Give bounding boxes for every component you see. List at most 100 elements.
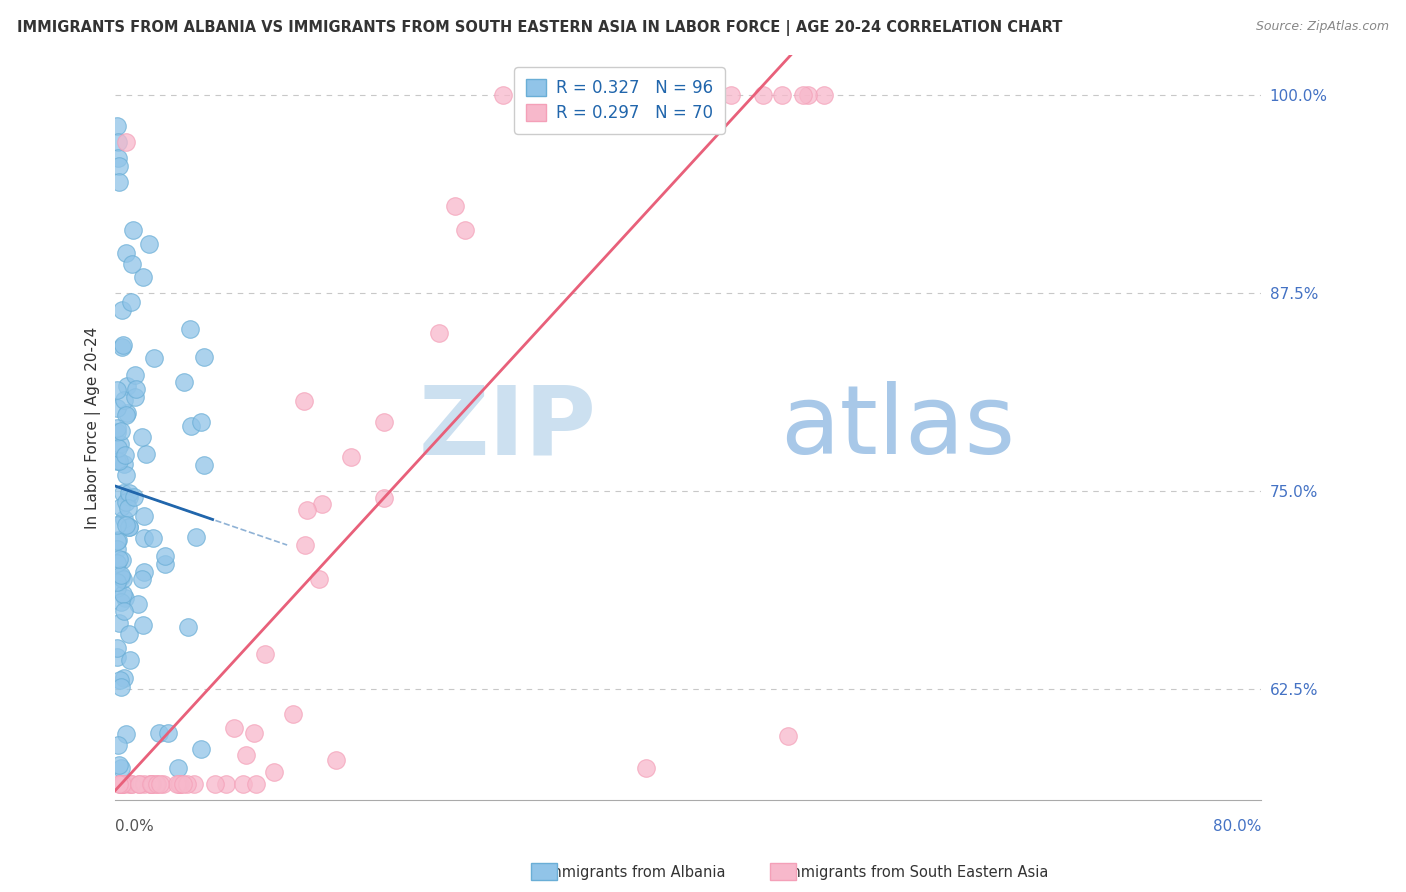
Point [325, 753, 347, 767]
Point [111, 552, 134, 566]
Point [110, 777, 132, 791]
Point [114, 591, 136, 606]
Point [555, 87, 578, 102]
Point [105, 425, 128, 440]
Point [134, 777, 156, 791]
Point [138, 236, 160, 251]
Point [111, 777, 134, 791]
Point [118, 486, 141, 500]
Point [720, 87, 742, 102]
Point [122, 491, 145, 505]
Point [547, 87, 569, 102]
Y-axis label: In Labor Force | Age 20-24: In Labor Force | Age 20-24 [86, 326, 101, 529]
Point [235, 747, 257, 762]
Point [681, 87, 703, 102]
Point [281, 706, 304, 721]
Point [245, 777, 267, 791]
Point [634, 761, 657, 775]
Point [115, 409, 138, 423]
Point [110, 500, 132, 514]
Point [128, 777, 150, 791]
Text: 0.0%: 0.0% [115, 819, 153, 834]
Point [111, 777, 134, 791]
Point [105, 120, 128, 134]
Point [292, 394, 315, 409]
Point [145, 777, 167, 791]
Point [105, 401, 128, 415]
Point [105, 541, 128, 556]
Point [107, 738, 129, 752]
Point [115, 379, 138, 393]
Text: ZIP: ZIP [419, 381, 596, 474]
Point [115, 406, 138, 420]
Text: 80.0%: 80.0% [1213, 819, 1261, 834]
Point [169, 777, 191, 791]
Point [139, 777, 162, 791]
Point [454, 223, 477, 237]
Point [110, 568, 132, 582]
Point [141, 777, 163, 791]
Point [107, 151, 129, 165]
Point [340, 450, 363, 465]
Point [193, 458, 215, 472]
Point [112, 777, 135, 791]
Point [110, 681, 132, 695]
Point [172, 777, 194, 791]
Point [190, 741, 212, 756]
Point [222, 721, 245, 735]
Point [149, 777, 172, 791]
Point [115, 517, 138, 532]
Point [110, 424, 132, 438]
Point [155, 549, 177, 563]
Point [190, 415, 212, 429]
Point [105, 454, 128, 468]
Point [112, 511, 135, 525]
Point [373, 415, 395, 429]
Point [117, 501, 139, 516]
Point [111, 337, 134, 351]
Point [105, 384, 128, 398]
Point [110, 761, 132, 775]
Point [792, 87, 814, 102]
Point [122, 223, 145, 237]
Point [120, 295, 142, 310]
Point [110, 673, 132, 687]
Text: Source: ZipAtlas.com: Source: ZipAtlas.com [1256, 20, 1389, 33]
Point [118, 490, 141, 504]
Point [132, 269, 155, 284]
Point [107, 136, 129, 150]
Point [533, 87, 555, 102]
Point [520, 87, 543, 102]
Point [429, 326, 451, 341]
Point [108, 758, 131, 772]
Point [127, 597, 149, 611]
Point [121, 777, 143, 791]
Point [111, 777, 134, 791]
Point [770, 87, 793, 102]
Text: Immigrants from South Eastern Asia: Immigrants from South Eastern Asia [773, 865, 1049, 880]
Point [118, 653, 141, 667]
Point [120, 777, 142, 791]
Point [443, 199, 465, 213]
Point [112, 672, 135, 686]
Point [105, 640, 128, 655]
Point [111, 340, 134, 354]
Point [112, 572, 135, 586]
Point [110, 595, 132, 609]
Point [124, 390, 146, 404]
Point [115, 495, 138, 509]
Point [308, 572, 330, 586]
Point [215, 777, 238, 791]
Point [138, 777, 160, 791]
Point [115, 136, 138, 150]
Point [105, 421, 128, 435]
Point [110, 777, 132, 791]
Point [263, 764, 285, 779]
Point [114, 467, 136, 482]
Point [107, 533, 129, 548]
Point [111, 485, 134, 500]
Point [132, 617, 155, 632]
Point [153, 557, 176, 571]
Point [166, 777, 188, 791]
Point [110, 302, 132, 317]
